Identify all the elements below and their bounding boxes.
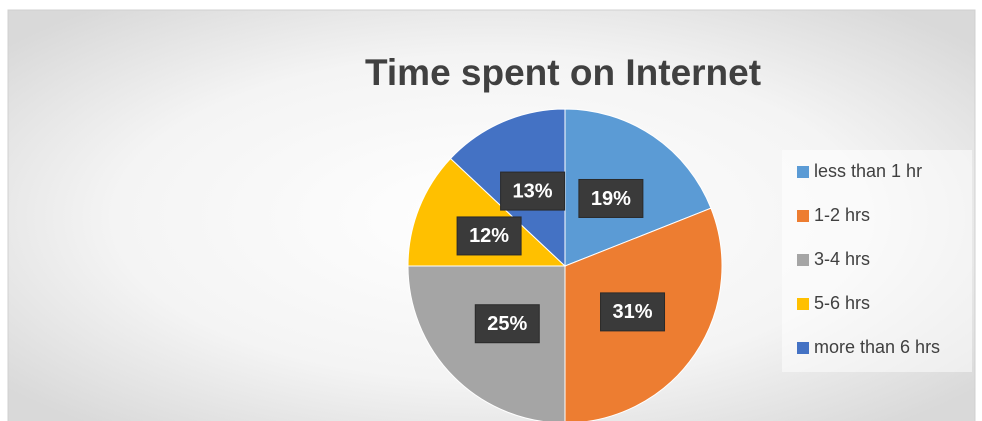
legend-swatch — [797, 210, 809, 222]
data-label-box — [474, 304, 540, 344]
data-label: 19% — [591, 188, 631, 210]
legend-swatch — [797, 254, 809, 266]
data-label-box — [600, 292, 666, 332]
data-label-box — [456, 216, 522, 256]
data-label-box — [500, 171, 566, 211]
data-label-box — [578, 178, 644, 218]
legend-box — [782, 150, 972, 372]
data-label: 12% — [469, 225, 509, 247]
legend-label: 3-4 hrs — [814, 249, 870, 269]
legend-label: 1-2 hrs — [814, 205, 870, 225]
legend-swatch — [797, 166, 809, 178]
data-label: 13% — [513, 180, 553, 202]
legend-swatch — [797, 298, 809, 310]
legend-label: 5-6 hrs — [814, 293, 870, 313]
pie-slice — [407, 157, 567, 267]
data-label: 31% — [613, 301, 653, 323]
data-label: 25% — [487, 313, 527, 335]
legend-swatch — [797, 342, 809, 354]
pie — [407, 108, 723, 421]
legend-label: more than 6 hrs — [814, 337, 940, 357]
chart-title: Time spent on Internet — [365, 52, 761, 93]
legend-label: less than 1 hr — [814, 161, 922, 181]
